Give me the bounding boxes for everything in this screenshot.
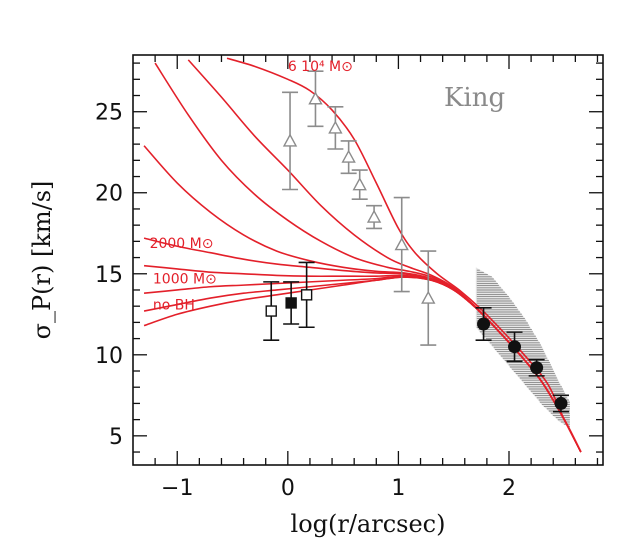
square-point	[265, 305, 277, 317]
model-curve-9	[226, 57, 582, 453]
x-tick-label: −1	[161, 476, 193, 501]
y-tick-label: 25	[95, 101, 123, 126]
curve-label-layer: no BH 1000 M⊙ 2000 M⊙ 6 10⁴ M⊙	[150, 59, 353, 313]
square-point	[285, 297, 297, 309]
model-curve-8	[187, 59, 582, 453]
circle-point	[554, 396, 568, 410]
x-tick-label: 0	[281, 476, 295, 501]
y-tick-label: 15	[95, 263, 123, 288]
square-point	[300, 289, 313, 301]
model-curve-layer	[143, 57, 582, 453]
triangle-point	[366, 209, 382, 223]
model-curve-label: 6 10⁴ M⊙	[288, 59, 353, 75]
triangle-point	[394, 237, 409, 251]
x-axis-label: log(r/arcsec)	[291, 510, 446, 538]
y-tick-label: 10	[95, 344, 123, 369]
triangle-point	[308, 91, 323, 105]
y-axis-label: σ_P(r) [km/s]	[28, 181, 56, 340]
y-tick-label: 20	[95, 182, 123, 207]
circle-point	[508, 340, 522, 354]
data-points-layer	[263, 70, 569, 413]
y-tick-label: 5	[109, 425, 123, 450]
circle-point	[477, 317, 491, 331]
model-curve-7	[154, 62, 582, 453]
x-tick-label: 2	[502, 476, 516, 501]
triangle-point	[352, 177, 367, 191]
triangle-point	[421, 290, 436, 304]
triangle-point	[282, 133, 298, 147]
circle-point	[530, 361, 544, 375]
model-name-label: King	[444, 83, 505, 113]
triangle-point	[328, 120, 343, 134]
triangle-point	[341, 149, 356, 163]
plot-frame	[132, 54, 604, 466]
x-tick-label: 1	[391, 476, 405, 501]
model-curve-label: no BH	[153, 297, 195, 313]
model-curve-label: 2000 M⊙	[150, 236, 214, 252]
model-curve-label: 1000 M⊙	[153, 271, 217, 287]
